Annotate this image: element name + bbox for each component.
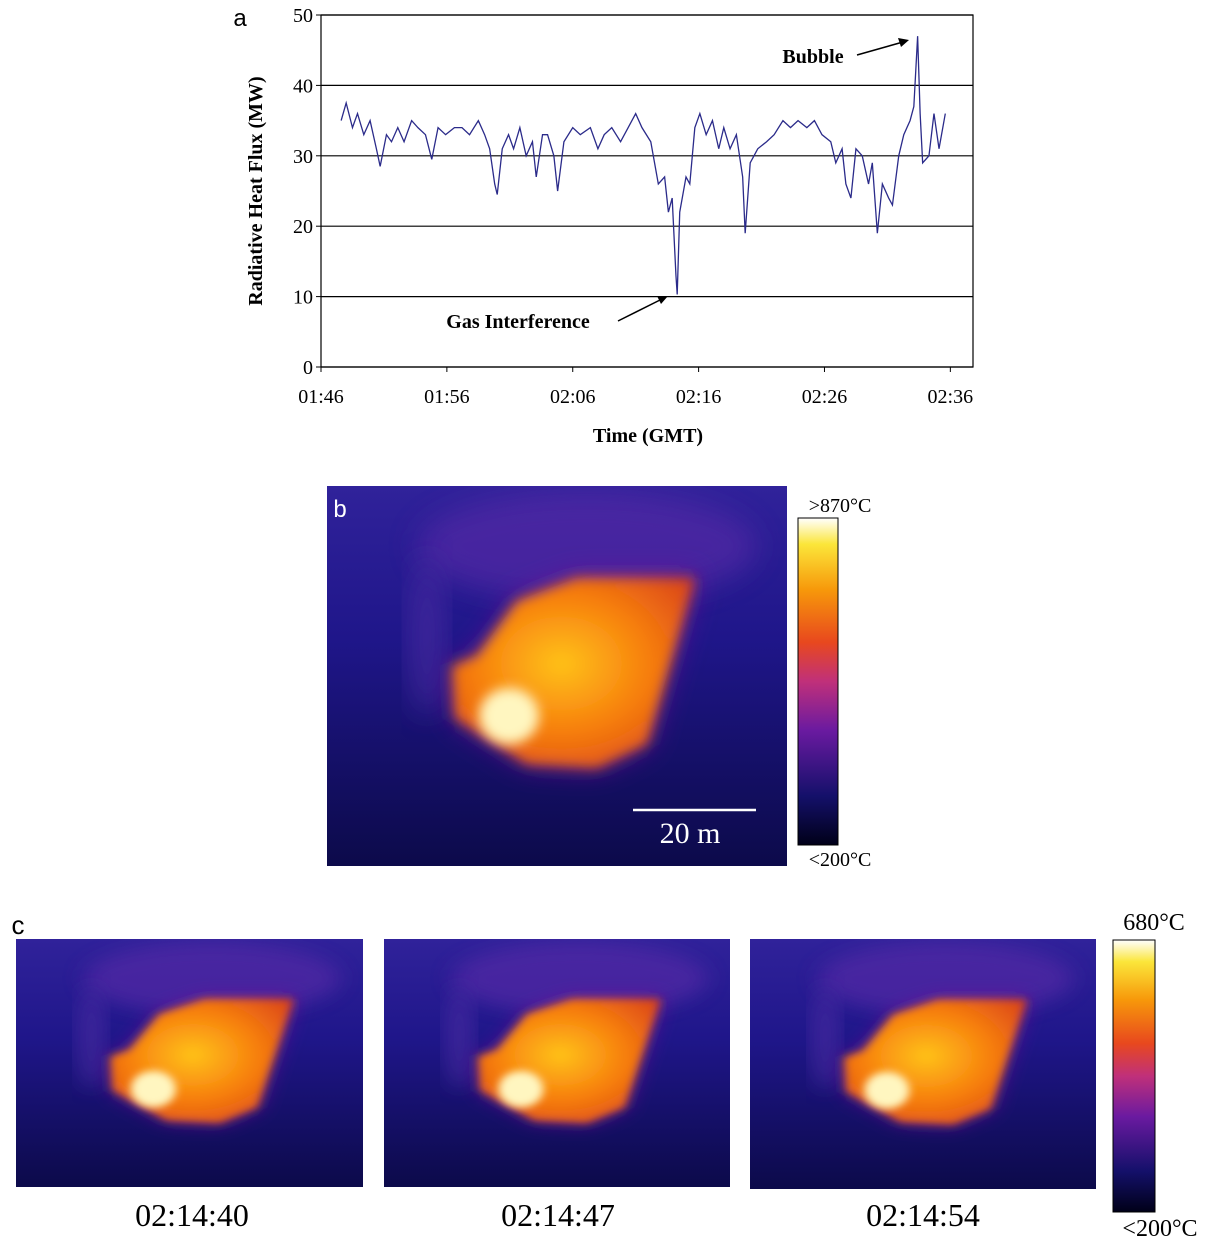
x-tick-label: 01:46 [298, 386, 344, 408]
y-tick-label: 50 [293, 5, 313, 27]
image-time: 02:14:40 [135, 1197, 249, 1233]
panel-label: c [12, 910, 25, 940]
x-tick-label: 02:26 [802, 386, 848, 408]
x-tick-label: 01:56 [424, 386, 470, 408]
thermal-image [16, 939, 363, 1187]
plot-area: 0 10 20 30 40 50 01:46 01:56 02:06 02:16 02:26 02:3… [293, 5, 973, 408]
y-tick-label: 20 [293, 216, 313, 238]
thermal-image [384, 939, 730, 1187]
panel-label: a [233, 5, 247, 32]
y-tick-label: 0 [303, 357, 313, 379]
colorbar-min-label: <200°C [1122, 1216, 1197, 1242]
data-line [340, 36, 946, 295]
thermal-image [750, 939, 1096, 1189]
colorbar-max-label: >870°C [809, 495, 872, 517]
annotation: Bubble [782, 46, 843, 68]
colorbar-min-label: <200°C [809, 849, 872, 871]
colorbar [797, 517, 839, 846]
y-tick-label: 10 [293, 287, 313, 309]
x-tick-label: 02:36 [928, 386, 974, 408]
x-tick-label: 02:16 [676, 386, 722, 408]
colorbar-max-label: 680°C [1123, 910, 1185, 936]
x-tick-label: 02:06 [550, 386, 596, 408]
y-axis-label: Radiative Heat Flux (MW) [245, 76, 267, 305]
x-axis-label: Time (GMT) [593, 425, 703, 447]
image-time: 02:14:54 [866, 1197, 980, 1233]
plot-frame [320, 14, 974, 368]
annotation: Gas Interference [446, 311, 590, 333]
image-time: 02:14:47 [501, 1197, 615, 1233]
colorbar [1112, 939, 1156, 1213]
scale-bar-label: 20 m [660, 817, 721, 850]
y-tick-label: 30 [293, 146, 313, 168]
y-tick-label: 40 [293, 75, 313, 97]
annotation-arrow [617, 296, 668, 322]
annotation-arrow [856, 38, 909, 56]
panel-label: b [333, 496, 346, 523]
